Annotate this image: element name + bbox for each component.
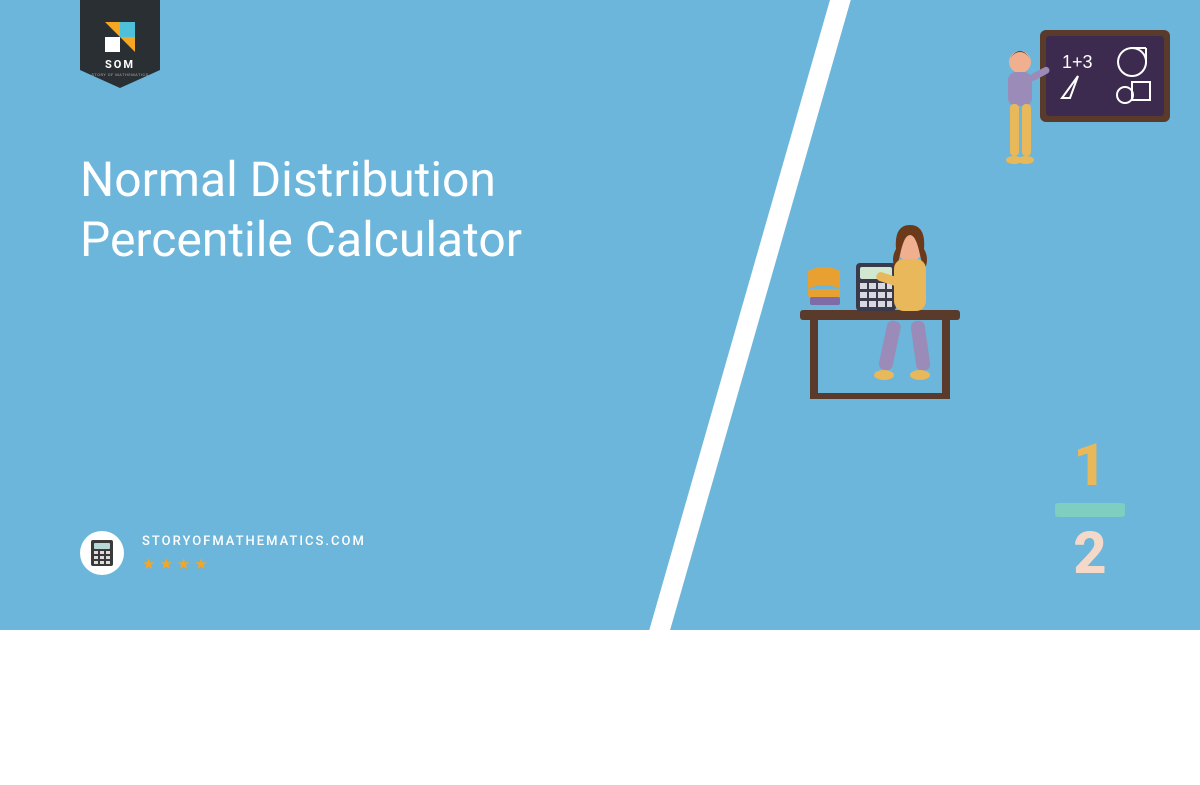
page-title: Normal Distribution Percentile Calculato… [80, 150, 600, 270]
fraction-illustration: 1 2 [1040, 430, 1140, 590]
star-icon: ★ [142, 555, 155, 573]
student-illustration [780, 215, 980, 415]
logo-text: SOM [105, 58, 135, 71]
svg-text:1+3: 1+3 [1062, 52, 1093, 72]
fraction-numerator: 1 [1073, 437, 1106, 495]
star-icon: ★ [159, 555, 172, 573]
teacher-illustration: 1+3 [990, 30, 1170, 190]
brand-badge: SOM STORY OF MATHEMATICS [80, 0, 160, 90]
fraction-bar [1055, 503, 1125, 517]
brand-url: STORYOFMATHEMATICS.COM [142, 534, 366, 549]
logo-subtitle: STORY OF MATHEMATICS [92, 72, 149, 77]
rating-stars: ★★★★ [142, 555, 366, 573]
fraction-denominator: 2 [1073, 525, 1106, 583]
footer-brand: STORYOFMATHEMATICS.COM ★★★★ [80, 531, 366, 575]
calculator-icon [80, 531, 124, 575]
hero-card: SOM STORY OF MATHEMATICS Normal Distribu… [0, 0, 1200, 630]
star-icon: ★ [194, 555, 207, 573]
logo-icon [105, 22, 135, 52]
star-icon: ★ [177, 555, 190, 573]
